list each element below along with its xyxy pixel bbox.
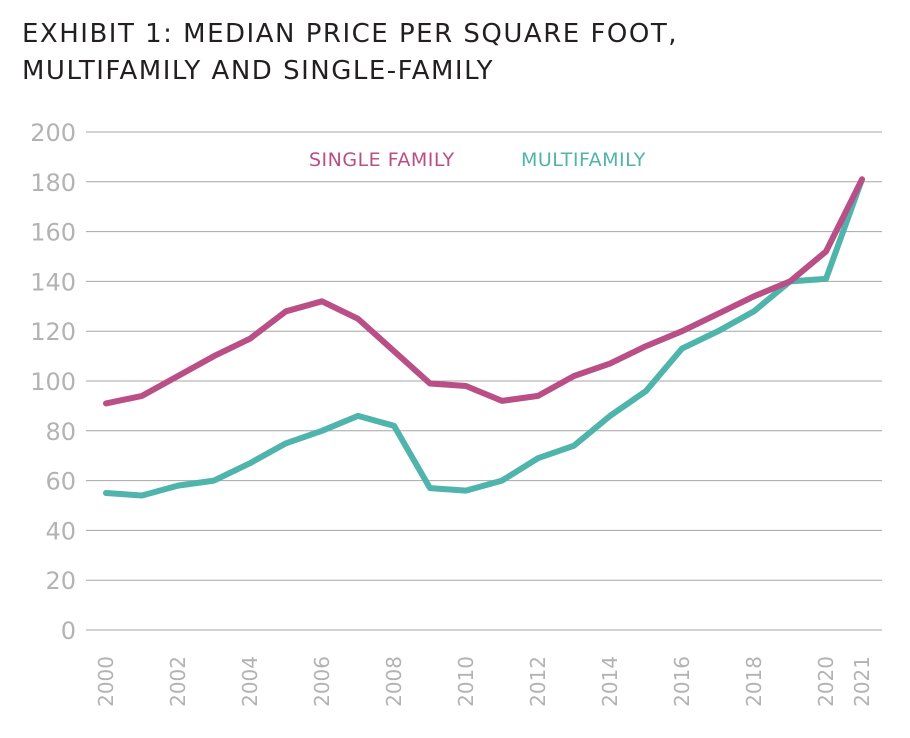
x-tick-label-2004: 2004 (238, 656, 262, 707)
point-multifamily-2010 (463, 488, 469, 494)
point-multifamily-2006 (319, 428, 325, 434)
point-multifamily-2008 (391, 423, 397, 429)
point-multifamily-2018 (751, 308, 757, 314)
point-multifamily-2012 (535, 455, 541, 461)
point-multifamily-2016 (679, 346, 685, 352)
series-line-multifamily (103, 176, 865, 499)
x-tick-label-2010: 2010 (454, 656, 478, 707)
y-tick-label-40: 40 (45, 517, 76, 545)
point-single-family-2017 (715, 311, 721, 317)
legend-entry-single-family: SINGLE FAMILY (309, 149, 455, 171)
x-axis-ticks: 2000 2002 2004 2006 2008 2010 2012 2014 2016 2018… (94, 656, 874, 707)
point-single-family-2015 (643, 343, 649, 349)
x-tick-label-2018: 2018 (742, 656, 766, 707)
point-single-family-2012 (535, 393, 541, 399)
point-single-family-2021 (859, 176, 865, 182)
point-multifamily-2007 (355, 413, 361, 419)
y-tick-label-120: 120 (30, 318, 76, 346)
point-single-family-2007 (355, 316, 361, 322)
point-multifamily-2000 (103, 490, 109, 496)
point-single-family-2003 (211, 353, 217, 359)
y-tick-label-20: 20 (45, 567, 76, 595)
x-tick-label-2020: 2020 (814, 656, 838, 707)
point-single-family-2000 (103, 400, 109, 406)
point-multifamily-2004 (247, 460, 253, 466)
point-single-family-2013 (571, 373, 577, 379)
y-tick-label-160: 160 (30, 219, 76, 247)
x-tick-label-2006: 2006 (310, 656, 334, 707)
chart-title-line-2: MULTIFAMILY AND SINGLE-FAMILY (22, 56, 495, 86)
y-tick-label-60: 60 (45, 468, 76, 496)
chart-title-line-1: EXHIBIT 1: MEDIAN PRICE PER SQUARE FOOT, (22, 19, 678, 49)
point-single-family-2009 (427, 381, 433, 387)
point-multifamily-2013 (571, 443, 577, 449)
legend-entry-multifamily: MULTIFAMILY (521, 149, 646, 171)
series-lines (103, 176, 865, 499)
series-line-single-family (103, 176, 865, 407)
x-tick-label-2002: 2002 (166, 656, 190, 707)
y-tick-label-100: 100 (30, 368, 76, 396)
x-tick-label-2014: 2014 (598, 656, 622, 707)
x-tick-label-2008: 2008 (382, 656, 406, 707)
point-single-family-2014 (607, 361, 613, 367)
point-single-family-2011 (499, 398, 505, 404)
y-tick-label-140: 140 (30, 268, 76, 296)
x-tick-label-2012: 2012 (526, 656, 550, 707)
point-multifamily-2002 (175, 483, 181, 489)
x-tick-label-2016: 2016 (670, 656, 694, 707)
point-multifamily-2005 (283, 440, 289, 446)
point-single-family-2001 (139, 393, 145, 399)
point-single-family-2020 (823, 249, 829, 255)
point-single-family-2005 (283, 308, 289, 314)
y-tick-label-200: 200 (30, 119, 76, 147)
x-tick-label-2021: 2021 (850, 656, 874, 707)
grid-lines (86, 131, 882, 631)
point-single-family-2006 (319, 298, 325, 304)
point-multifamily-2003 (211, 478, 217, 484)
point-multifamily-2020 (823, 276, 829, 282)
point-multifamily-2017 (715, 328, 721, 334)
point-multifamily-2015 (643, 388, 649, 394)
point-multifamily-2011 (499, 478, 505, 484)
y-axis-ticks: 0 20 40 60 80 100 120 140 160 180 200 (30, 119, 76, 645)
y-tick-label-80: 80 (45, 418, 76, 446)
legend: SINGLE FAMILY MULTIFAMILY (309, 149, 646, 171)
point-multifamily-2001 (139, 493, 145, 499)
point-single-family-2010 (463, 383, 469, 389)
point-multifamily-2014 (607, 413, 613, 419)
point-multifamily-2009 (427, 485, 433, 491)
point-single-family-2018 (751, 293, 757, 299)
x-tick-label-2000: 2000 (94, 656, 118, 707)
y-tick-label-180: 180 (30, 169, 76, 197)
y-tick-label-0: 0 (61, 617, 76, 645)
point-single-family-2004 (247, 336, 253, 342)
point-single-family-2019 (787, 278, 793, 284)
point-single-family-2016 (679, 328, 685, 334)
point-single-family-2008 (391, 348, 397, 354)
chart-title: EXHIBIT 1: MEDIAN PRICE PER SQUARE FOOT,… (22, 16, 882, 90)
point-single-family-2002 (175, 373, 181, 379)
